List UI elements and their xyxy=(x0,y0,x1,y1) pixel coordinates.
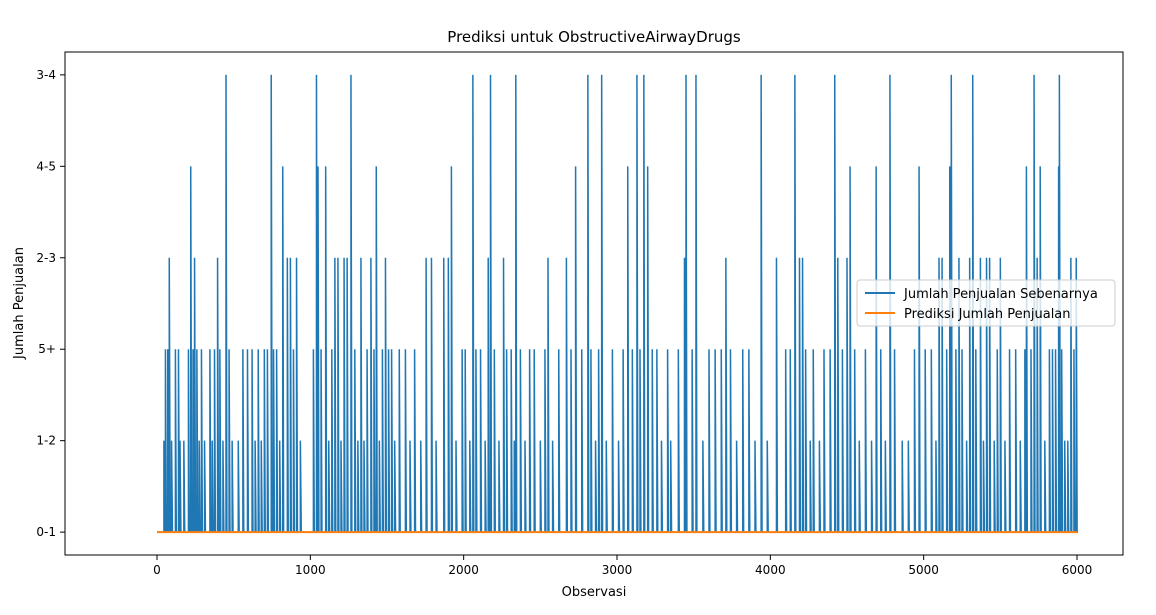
x-tick-label: 1000 xyxy=(295,563,326,577)
y-tick-label: 1-2 xyxy=(36,434,56,448)
legend-box xyxy=(856,279,1116,327)
x-tick-label: 2000 xyxy=(448,563,479,577)
x-axis: 0 1000 2000 3000 4000 5000 6000 xyxy=(153,555,1092,577)
x-axis-label: Observasi xyxy=(562,585,627,600)
x-tick-label: 5000 xyxy=(908,563,939,577)
x-tick-label: 3000 xyxy=(602,563,633,577)
chart-title: Prediksi untuk ObstructiveAirwayDrugs xyxy=(447,28,741,46)
y-tick-label: 5+ xyxy=(38,342,56,356)
series-layer xyxy=(157,74,1078,534)
x-tick-label: 4000 xyxy=(755,563,786,577)
y-axis-label: Jumlah Penjualan xyxy=(12,247,27,360)
legend-label-actual: Jumlah Penjualan Sebenarnya xyxy=(903,287,1098,302)
y-tick-label: 0-1 xyxy=(36,525,56,539)
y-tick-label: 3-4 xyxy=(36,68,56,82)
x-tick-label: 0 xyxy=(153,563,161,577)
plot-area-frame xyxy=(64,51,1124,556)
y-tick-label: 4-5 xyxy=(36,159,56,173)
y-axis: 0-1 1-2 5+ 2-3 4-5 3-4 xyxy=(36,68,65,539)
legend-label-prediction: Prediksi Jumlah Penjualan xyxy=(904,307,1071,322)
legend: Jumlah Penjualan Sebenarnya Prediksi Jum… xyxy=(856,279,1116,327)
y-tick-label: 2-3 xyxy=(36,251,56,265)
x-tick-label: 6000 xyxy=(1062,563,1093,577)
